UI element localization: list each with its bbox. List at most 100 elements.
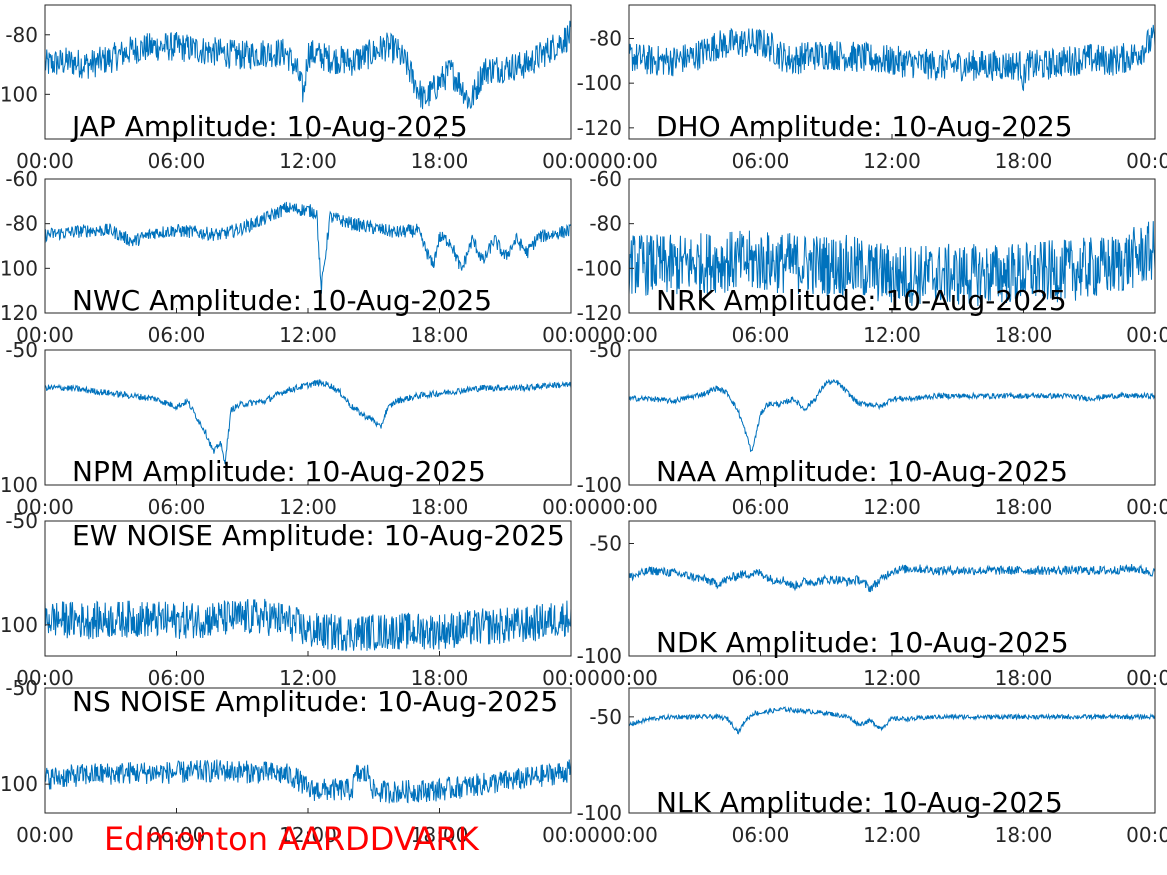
x-tick-label: 06:00 (732, 149, 790, 173)
y-tick-label: -80 (589, 212, 622, 236)
chart-title: NWC Amplitude: 10-Aug-2025 (72, 284, 492, 317)
series-line (629, 221, 1155, 307)
x-tick-label: 00:00 (542, 666, 600, 690)
chart-panel: 00:00 06:00 12:00 18:00 00:00 -80 -100 -120 DHO … (577, 4, 1167, 173)
chart-title: NPM Amplitude: 10-Aug-2025 (72, 455, 486, 488)
y-tick-label: 100 (0, 613, 38, 637)
chart-panel: 00:00 06:00 12:00 18:00 00:00 -50 100 EW NOISE … (0, 509, 600, 690)
x-tick-label: 12:00 (863, 823, 921, 847)
x-tick-label: 06:00 (732, 666, 790, 690)
y-tick-label: 100 (0, 82, 38, 106)
y-tick-label: 120 (0, 301, 38, 325)
x-tick-label: 18:00 (411, 323, 469, 347)
y-tick-label: -120 (577, 301, 622, 325)
y-tick-label: -50 (5, 338, 38, 362)
x-tick-label: 12:00 (863, 495, 921, 519)
x-tick-label: 06:00 (148, 823, 206, 847)
x-tick-label: 00:00 (1126, 823, 1167, 847)
y-tick-label: -100 (577, 256, 622, 280)
x-tick-label: 12:00 (863, 666, 921, 690)
x-tick-label: 18:00 (411, 666, 469, 690)
x-tick-label: 12:00 (279, 823, 337, 847)
x-tick-label: 06:00 (148, 149, 206, 173)
x-tick-label: 12:00 (863, 323, 921, 347)
x-tick-label: 00:00 (1126, 323, 1167, 347)
chart-title: DHO Amplitude: 10-Aug-2025 (656, 110, 1073, 143)
chart-panel: 00:00 06:00 12:00 18:00 00:00 -50 -100 NLK Ampl… (577, 687, 1167, 847)
chart-panel: 00:00 06:00 12:00 18:00 00:00 -60 -80 -100 -120 N… (577, 167, 1167, 347)
x-tick-label: 00:00 (600, 323, 658, 347)
chart-panel: 00:00 06:00 12:00 18:00 00:00 -50 100 NS NOISE … (0, 676, 600, 847)
x-tick-label: 00:00 (542, 495, 600, 519)
x-tick-label: 00:00 (16, 666, 74, 690)
y-tick-label: -120 (577, 116, 622, 140)
x-tick-label: 06:00 (732, 323, 790, 347)
series-line (45, 759, 571, 804)
x-tick-label: 06:00 (148, 323, 206, 347)
y-tick-label: 100 (0, 256, 38, 280)
series-line (629, 706, 1155, 735)
y-tick-label: 100 (0, 473, 38, 497)
x-tick-label: 00:00 (542, 823, 600, 847)
chart-title: NRK Amplitude: 10-Aug-2025 (656, 284, 1067, 317)
x-tick-label: 00:00 (542, 323, 600, 347)
y-tick-label: -50 (5, 676, 38, 700)
x-tick-label: 06:00 (732, 495, 790, 519)
x-tick-label: 18:00 (411, 495, 469, 519)
x-tick-label: 00:00 (16, 323, 74, 347)
x-tick-label: 12:00 (279, 495, 337, 519)
x-tick-label: 18:00 (995, 149, 1053, 173)
chart-panel: 00:00 06:00 12:00 18:00 00:00 -50 100 NPM Ampli… (0, 338, 600, 519)
x-tick-label: 00:00 (600, 495, 658, 519)
x-tick-label: 00:00 (542, 149, 600, 173)
x-tick-label: 12:00 (279, 666, 337, 690)
y-tick-label: -100 (577, 71, 622, 95)
y-tick-label: 100 (0, 772, 38, 796)
x-tick-label: 00:00 (16, 495, 74, 519)
x-tick-label: 00:00 (1126, 495, 1167, 519)
x-tick-label: 18:00 (411, 823, 469, 847)
y-tick-label: -100 (577, 801, 622, 825)
series-line (629, 563, 1155, 593)
x-tick-label: 00:00 (16, 823, 74, 847)
chart-title: EW NOISE Amplitude: 10-Aug-2025 (72, 519, 565, 552)
x-tick-label: 12:00 (279, 323, 337, 347)
y-tick-label: -50 (589, 532, 622, 556)
x-tick-label: 06:00 (732, 823, 790, 847)
x-tick-label: 06:00 (148, 666, 206, 690)
x-tick-label: 12:00 (863, 149, 921, 173)
chart-panel: 00:00 06:00 12:00 18:00 00:00 -60 -80 100 120 NWC… (0, 167, 600, 347)
series-line (629, 24, 1155, 92)
x-tick-label: 06:00 (148, 495, 206, 519)
chart-title: NS NOISE Amplitude: 10-Aug-2025 (72, 685, 558, 718)
x-tick-label: 18:00 (995, 666, 1053, 690)
y-tick-label: -100 (577, 473, 622, 497)
x-tick-label: 12:00 (279, 149, 337, 173)
chart-title: NLK Amplitude: 10-Aug-2025 (656, 786, 1063, 819)
x-tick-label: 00:00 (600, 149, 658, 173)
chart-panel: 00:00 06:00 12:00 18:00 00:00 -80 100 JAP Ampli… (0, 4, 600, 173)
x-tick-label: 18:00 (411, 149, 469, 173)
y-tick-label: -100 (577, 644, 622, 668)
x-tick-label: 00:00 (1126, 666, 1167, 690)
y-tick-label: -50 (589, 338, 622, 362)
y-tick-label: -80 (589, 27, 622, 51)
y-tick-label: -80 (5, 212, 38, 236)
y-tick-label: -50 (5, 509, 38, 533)
series-line (45, 598, 571, 652)
x-tick-label: 00:00 (600, 823, 658, 847)
y-tick-label: -50 (589, 705, 622, 729)
chart-title: NDK Amplitude: 10-Aug-2025 (656, 626, 1069, 659)
chart-title: JAP Amplitude: 10-Aug-2025 (70, 110, 468, 143)
y-tick-label: -60 (5, 167, 38, 191)
chart-title: NAA Amplitude: 10-Aug-2025 (656, 455, 1068, 488)
x-tick-label: 00:00 (1126, 149, 1167, 173)
y-tick-label: -80 (5, 23, 38, 47)
chart-panel: 00:00 06:00 12:00 18:00 00:00 -50 -100 NAA Ampl… (577, 338, 1167, 519)
series-line (45, 379, 571, 465)
x-tick-label: 18:00 (995, 823, 1053, 847)
x-tick-label: 00:00 (16, 149, 74, 173)
y-tick-label: -60 (589, 167, 622, 191)
station-caption: Edmonton AARDDVARK (104, 820, 479, 858)
